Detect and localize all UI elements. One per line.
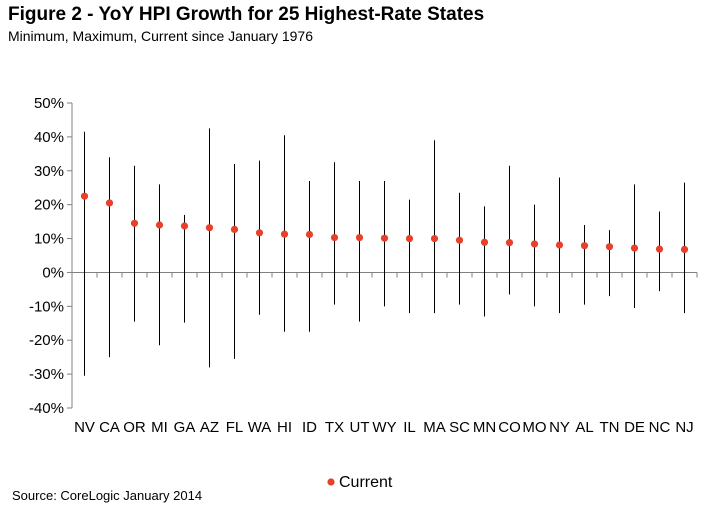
- x-tick-label: NJ: [675, 419, 693, 436]
- current-point: [205, 224, 214, 232]
- current-point: [80, 192, 89, 200]
- y-tick-label: 30%: [34, 163, 64, 180]
- current-points: [80, 192, 689, 253]
- y-tick-label: 20%: [34, 197, 64, 214]
- y-tick-label: -10%: [29, 298, 64, 315]
- x-tick-label: WA: [248, 419, 272, 436]
- chart-subtitle: Minimum, Maximum, Current since January …: [8, 28, 313, 44]
- range-lines: [84, 128, 685, 376]
- current-point: [105, 199, 114, 207]
- current-point: [130, 219, 139, 227]
- x-tick-label: CA: [99, 419, 120, 436]
- legend: Current: [327, 474, 393, 491]
- current-point: [680, 245, 689, 253]
- x-tick-label: MO: [522, 419, 546, 436]
- x-tick-label: NY: [549, 419, 570, 436]
- current-point: [455, 236, 464, 244]
- x-tick-label: MA: [423, 419, 446, 436]
- x-tick-label: AL: [575, 419, 593, 436]
- x-tick-label: CO: [498, 419, 521, 436]
- x-tick-label: MN: [473, 419, 496, 436]
- x-tick-labels: NV CA OR MI GA AZ FL WA HI ID TX UT WY IL MA SC MN CO MO NY…: [74, 419, 694, 436]
- current-point: [380, 234, 389, 242]
- current-point: [505, 239, 514, 247]
- current-point: [655, 245, 664, 253]
- y-tick-label: 10%: [34, 231, 64, 248]
- x-tick-label: WY: [372, 419, 396, 436]
- x-tick-label: GA: [174, 419, 196, 436]
- x-tick-label: HI: [277, 419, 292, 436]
- current-point: [305, 230, 314, 239]
- current-point: [630, 244, 639, 252]
- current-point: [430, 234, 439, 243]
- y-tick-labels: -40% -30% -20% -10% 0% 10% 20% 30% 40% 50%: [29, 95, 64, 417]
- chart-title: Figure 2 - YoY HPI Growth for 25 Highest…: [8, 4, 485, 25]
- current-point: [355, 233, 364, 242]
- current-point: [280, 230, 289, 238]
- y-tick-label: 40%: [34, 129, 64, 146]
- current-point: [230, 225, 239, 234]
- current-point: [330, 233, 339, 242]
- x-tick-label: IL: [403, 419, 416, 436]
- current-point: [180, 222, 189, 230]
- x-tick-label: ID: [302, 419, 317, 436]
- x-tick-label: TN: [600, 419, 620, 436]
- x-tick-label: DE: [624, 419, 645, 436]
- x-tick-label: OR: [123, 419, 146, 436]
- y-tick-label: -40%: [29, 400, 64, 417]
- current-point: [530, 240, 539, 248]
- current-point: [580, 242, 589, 250]
- x-tick-label: NC: [649, 419, 671, 436]
- y-tick-label: 50%: [34, 95, 64, 112]
- current-point: [555, 241, 564, 249]
- x-tick-label: MI: [151, 419, 168, 436]
- y-tick-label: 0%: [42, 264, 64, 281]
- x-tick-label: UT: [350, 419, 370, 436]
- y-tick-label: -20%: [29, 332, 64, 349]
- chart-axes: [67, 102, 698, 409]
- x-tick-label: AZ: [200, 419, 219, 436]
- source-note: Source: CoreLogic January 2014: [12, 488, 203, 503]
- current-point: [405, 234, 414, 243]
- x-tick-label: TX: [325, 419, 344, 436]
- x-tick-label: FL: [226, 419, 244, 436]
- current-point: [255, 229, 264, 237]
- x-tick-label: NV: [74, 419, 95, 436]
- x-tick-label: SC: [449, 419, 470, 436]
- legend-marker: [327, 478, 335, 486]
- legend-label: Current: [339, 474, 393, 491]
- y-tick-label: -30%: [29, 366, 64, 383]
- current-point: [480, 238, 489, 246]
- current-point: [155, 221, 164, 229]
- current-point: [605, 243, 614, 251]
